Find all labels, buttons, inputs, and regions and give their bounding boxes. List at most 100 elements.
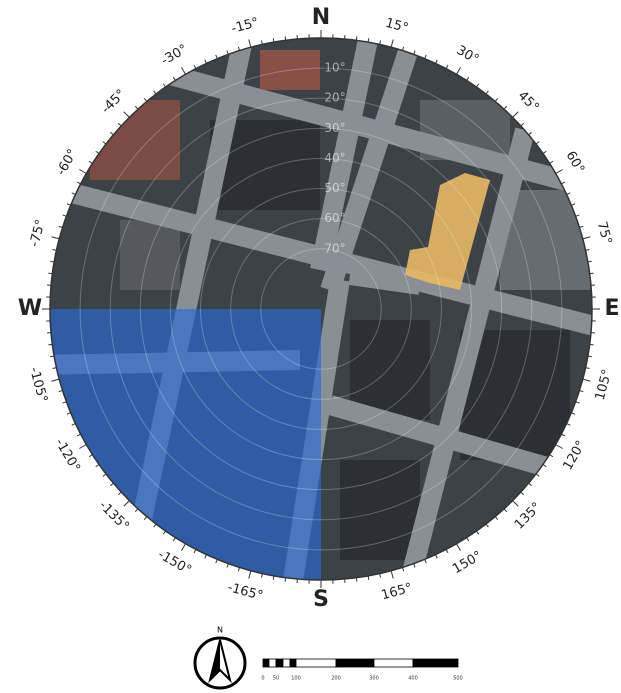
azimuth-tick [379,40,382,45]
shade-sector [50,309,321,580]
azimuth-tick [48,343,53,346]
azimuth-tick [52,367,57,370]
elevation-circles: 10° 20° 30° 40° 50° 60° 70° [79,61,563,551]
azimuth-tick [52,248,57,251]
azimuth-tick [95,464,100,468]
elevation-circle [260,248,382,370]
azimuth-tick [62,214,67,217]
azimuth-tick [512,111,519,118]
scale-label: 50 [273,676,279,682]
azimuth-tick [58,225,63,228]
elevation-circle [230,218,412,400]
azimuth-tick [571,412,576,415]
azimuth-ticks [42,30,600,588]
azimuth-tick [582,378,591,382]
azimuth-tick [466,76,470,81]
azimuth-tick [424,54,427,59]
scale-label: 500 [453,676,463,682]
azimuth-tick [575,214,580,217]
azimuth-label: 75° [594,220,614,246]
elevation-circle [200,188,442,430]
scale-label: 400 [408,676,418,682]
elevation-label: 30° [324,121,345,135]
azimuth-label: -75° [27,218,49,249]
azimuth-tick [585,367,590,370]
scale-label: 100 [291,676,301,682]
azimuth-tick [494,516,499,520]
azimuth-tick [390,570,394,579]
azimuth-tick [248,570,252,579]
azimuth-tick [226,50,229,55]
elevation-label: 60° [324,211,345,225]
scale-segment [412,658,459,668]
cardinal-label: N [312,5,330,30]
azimuth-tick [79,444,87,449]
azimuth-tick [587,355,592,358]
azimuth-tick [555,169,563,174]
azimuth-tick [561,181,566,185]
azimuth-tick [549,454,554,458]
scale-label: 200 [331,676,341,682]
azimuth-tick [110,131,114,136]
scale-segment [275,658,284,668]
scale-segment [295,658,337,668]
elevation-label: 10° [324,61,345,75]
azimuth-tick [181,67,186,75]
scale-segment [268,658,277,668]
azimuth-tick [466,537,470,542]
azimuth-tick [193,64,197,69]
azimuth-tick [582,236,591,240]
azimuth-tick [204,59,207,64]
azimuth-tick [51,378,60,382]
site-parcel [405,173,490,290]
cardinal-label: E [604,296,619,321]
azimuth-tick [367,575,370,580]
azimuth-tick [390,39,394,48]
azimuth-tick [134,105,139,110]
elevation-label: 50° [324,181,345,195]
azimuth-tick [123,500,130,507]
azimuth-tick [379,573,382,578]
scale-segment [335,658,375,668]
azimuth-tick [48,272,53,275]
azimuth-tick [62,401,67,404]
azimuth-tick [172,76,176,81]
azimuth-tick [143,98,148,102]
scale-segment [289,658,297,668]
north-arrow-label: N [217,626,223,635]
north-arrow: N [193,626,247,690]
azimuth-tick [51,236,60,240]
elevation-circle [169,157,473,461]
azimuth-tick [284,577,287,582]
azimuth-label: 45° [515,88,542,115]
azimuth-tick [456,543,461,551]
azimuth-tick [585,248,590,251]
scale-label: 0 [261,676,264,682]
azimuth-tick [66,203,71,206]
azimuth-tick [535,141,540,145]
elevation-circle [139,127,503,491]
azimuth-label: -60° [54,147,81,179]
azimuth-tick [571,203,576,206]
azimuth-tick [153,523,157,528]
azimuth-tick [355,577,358,582]
cardinal-label: S [313,587,329,612]
azimuth-tick [445,64,449,69]
north-arrow-ring [193,636,247,690]
azimuth-tick [88,454,93,458]
azimuth-label: 120° [560,438,589,473]
azimuth-tick [503,105,508,110]
azimuth-tick [587,260,592,263]
azimuth-label: -165° [226,580,265,604]
azimuth-tick [204,554,207,559]
azimuth-tick [226,563,229,568]
azimuth-tick [520,122,525,127]
azimuth-label: -120° [52,436,83,475]
scale-segment [282,658,291,668]
azimuth-tick [58,390,63,393]
azimuth-label: 150° [450,548,485,577]
azimuth-tick [162,83,166,88]
azimuth-tick [102,473,107,477]
azimuth-tick [193,549,197,554]
